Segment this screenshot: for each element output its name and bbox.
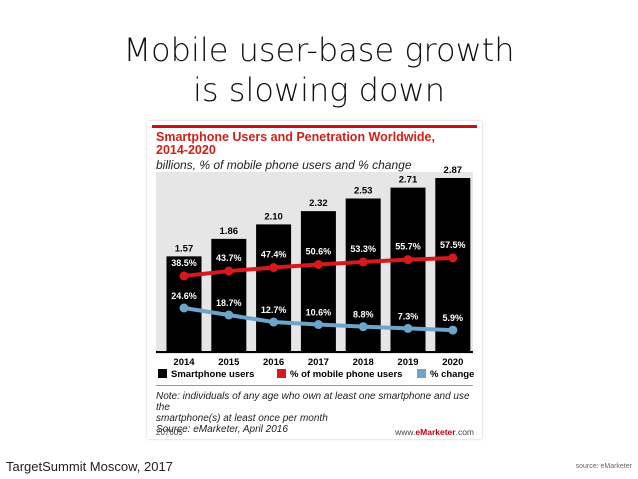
note-line-2: smartphone(s) at least once per month	[156, 413, 328, 424]
slide-title: Mobile user-base growth is slowing down	[0, 30, 638, 110]
change-label: 5.9%	[443, 313, 464, 323]
bar-value-label: 2.10	[264, 211, 283, 222]
x-tick-label: 2018	[353, 357, 374, 368]
bar-2019	[390, 187, 426, 351]
change-point	[358, 322, 368, 332]
change-point	[448, 325, 458, 335]
x-tick-label: 2015	[218, 357, 240, 368]
change-label: 24.6%	[171, 291, 197, 301]
penetration-point	[313, 260, 323, 270]
chart-title-line-1: Smartphone Users and Penetration Worldwi…	[156, 130, 435, 144]
change-label: 7.3%	[398, 311, 419, 321]
penetration-label: 50.6%	[306, 247, 332, 257]
penetration-label: 38.5%	[171, 258, 197, 268]
bar-value-label: 1.57	[175, 243, 194, 254]
chart-plot: 1.57 1.86 2.10 2.32 2.53 2.71 2.87 38.5% 43.7% 47…	[156, 165, 474, 386]
slide-title-line-1: Mobile user-base growth	[123, 31, 515, 69]
penetration-point	[448, 253, 458, 263]
footer-source: source: eMarketer	[575, 463, 632, 470]
penetration-label: 57.5%	[440, 240, 466, 250]
change-point	[269, 317, 279, 327]
legend-penetration-swatch	[277, 369, 286, 378]
bar-value-label: 1.86	[220, 226, 239, 237]
brand-name: eMarketer	[415, 427, 456, 437]
penetration-point	[179, 271, 189, 281]
legend-percent-change-text: % change	[430, 369, 474, 380]
note-line-1: Note: individuals of any age who own at …	[156, 391, 470, 413]
legend-smartphone-users-swatch	[158, 369, 167, 378]
penetration-point	[358, 257, 368, 267]
emarketer-brand: www.eMarketer.com	[395, 427, 474, 437]
bar-value-label: 2.71	[399, 175, 418, 186]
chart-subtitle: billions, % of mobile phone users and % …	[156, 158, 412, 172]
bar-value-label: 2.32	[309, 198, 328, 209]
card-top-rule	[152, 125, 477, 128]
bar-value-label: 2.87	[444, 165, 463, 176]
chart-card: Smartphone Users and Penetration Worldwi…	[147, 121, 482, 439]
penetration-point	[224, 266, 234, 276]
change-label: 8.8%	[353, 310, 374, 320]
change-label: 10.6%	[306, 308, 332, 318]
bar-2016	[256, 224, 292, 351]
bar-2017	[300, 211, 336, 351]
chart-id: 207605	[156, 428, 183, 437]
change-point	[224, 310, 234, 320]
footer-event: TargetSummit Moscow, 2017	[6, 459, 173, 474]
x-tick-label: 2017	[308, 357, 329, 368]
chart-note: Note: individuals of any age who own at …	[156, 391, 478, 435]
bar-2020	[435, 178, 471, 351]
change-point	[403, 323, 413, 333]
legend-separator	[156, 385, 473, 386]
x-axis-line	[156, 351, 473, 353]
x-tick-label: 2020	[442, 357, 463, 368]
note-source: Source: eMarketer, April 2016	[156, 424, 288, 435]
legend-smartphone-users-text: Smartphone users	[171, 369, 254, 380]
brand-suffix: .com	[455, 427, 474, 437]
x-tick-label: 2014	[173, 357, 195, 368]
change-label: 12.7%	[261, 305, 287, 315]
penetration-point	[403, 255, 413, 265]
change-point	[313, 320, 323, 330]
x-tick-label: 2016	[263, 357, 284, 368]
penetration-label: 43.7%	[216, 253, 242, 263]
chart-title-line-2: 2014-2020	[156, 143, 216, 157]
change-label: 18.7%	[216, 298, 242, 308]
penetration-label: 53.3%	[350, 244, 376, 254]
chart-title: Smartphone Users and Penetration Worldwi…	[156, 131, 476, 157]
penetration-label: 47.4%	[261, 250, 287, 260]
legend-penetration-text: % of mobile phone users	[290, 369, 402, 380]
bar-value-label: 2.53	[354, 185, 373, 196]
slide-title-line-2: is slowing down	[193, 71, 445, 109]
penetration-label: 55.7%	[395, 242, 421, 252]
brand-prefix: www.	[395, 427, 416, 437]
penetration-point	[269, 263, 279, 273]
bar-2015	[211, 238, 247, 351]
legend-percent-change-swatch	[417, 369, 426, 378]
x-tick-label: 2019	[397, 357, 418, 368]
change-point	[179, 303, 189, 313]
